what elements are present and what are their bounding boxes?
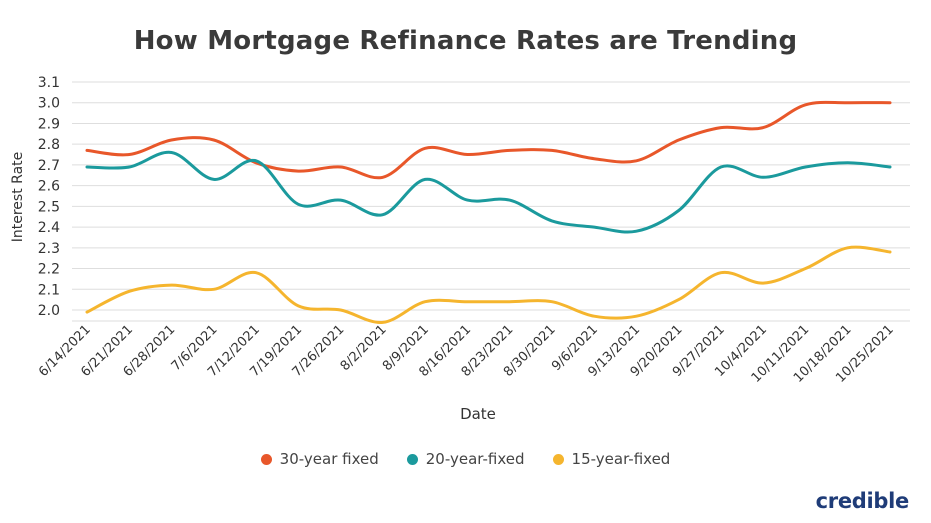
y-tick-label: 2.7	[38, 158, 60, 174]
legend-label-15-year: 15-year-fixed	[571, 450, 671, 468]
legend-item-15-year: 15-year-fixed	[552, 450, 671, 468]
y-tick-label: 2.0	[38, 303, 60, 319]
y-axis-tick-labels: 2.0 2.1 2.2 2.3 2.4 2.5 2.6 2.7 2.8 2.9 3.0 3.1	[38, 75, 60, 319]
legend-item-20-year: 20-year-fixed	[406, 450, 525, 468]
y-tick-label: 2.1	[38, 282, 60, 298]
legend-swatch-30-year	[260, 453, 272, 465]
legend-item-30-year: 30-year fixed	[260, 450, 379, 468]
legend-label-20-year: 20-year-fixed	[425, 450, 525, 468]
x-axis-tick-labels: 6/14/20216/21/20216/28/20217/6/20217/12/…	[36, 322, 897, 386]
y-tick-label: 2.8	[38, 137, 60, 153]
series-lines	[85, 100, 892, 324]
legend-label-30-year: 30-year fixed	[279, 450, 379, 468]
legend: 30-year fixed 20-year-fixed 15-year-fixe…	[0, 450, 931, 468]
series-line-15-year-fixed	[85, 245, 892, 324]
y-tick-label: 2.5	[38, 199, 60, 215]
legend-swatch-15-year	[552, 453, 564, 465]
brand-logo: credible	[815, 489, 910, 513]
y-tick-label: 2.6	[38, 179, 60, 195]
y-tick-label: 2.3	[38, 241, 60, 257]
legend-swatch-20-year	[406, 453, 418, 465]
chart-title: How Mortgage Refinance Rates are Trendin…	[133, 26, 798, 56]
y-tick-label: 3.0	[38, 96, 60, 112]
series-line-30-year-fixed	[85, 100, 892, 180]
y-axis-label: Interest Rate	[10, 152, 26, 243]
y-tick-label: 3.1	[38, 75, 60, 91]
y-tick-label: 2.9	[38, 116, 60, 132]
x-axis-label: Date	[460, 405, 496, 423]
y-tick-label: 2.2	[38, 262, 60, 278]
y-tick-label: 2.4	[38, 220, 60, 236]
series-line-20-year-fixed	[85, 150, 892, 234]
